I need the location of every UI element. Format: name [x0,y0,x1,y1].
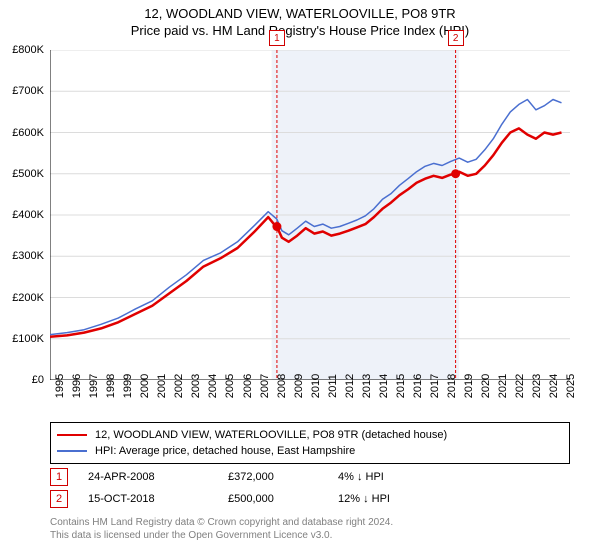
sale-price: £372,000 [228,471,338,483]
chart-area [50,50,570,380]
x-tick-label: 2014 [378,374,390,398]
footer: Contains HM Land Registry data © Crown c… [50,516,570,542]
x-tick-label: 2004 [207,374,219,398]
x-tick-label: 2018 [446,374,458,398]
legend-swatch [57,450,87,452]
y-tick-label: £300K [0,250,44,262]
legend-label: HPI: Average price, detached house, East… [95,445,355,457]
x-tick-label: 2025 [565,374,577,398]
legend-swatch [57,434,87,436]
x-tick-label: 2002 [173,374,185,398]
x-tick-label: 1999 [122,374,134,398]
title-line2: Price paid vs. HM Land Registry's House … [0,23,600,38]
x-tick-label: 2016 [412,374,424,398]
x-tick-label: 2022 [514,374,526,398]
legend-label: 12, WOODLAND VIEW, WATERLOOVILLE, PO8 9T… [95,429,447,441]
x-tick-label: 2005 [224,374,236,398]
x-tick-label: 2013 [361,374,373,398]
footer-line2: This data is licensed under the Open Gov… [50,529,570,542]
legend: 12, WOODLAND VIEW, WATERLOOVILLE, PO8 9T… [50,422,570,464]
y-tick-label: £100K [0,333,44,345]
footer-line1: Contains HM Land Registry data © Crown c… [50,516,570,529]
x-tick-label: 2015 [395,374,407,398]
x-tick-label: 2021 [497,374,509,398]
x-tick-label: 1996 [71,374,83,398]
x-tick-label: 2008 [276,374,288,398]
title-block: 12, WOODLAND VIEW, WATERLOOVILLE, PO8 9T… [0,0,600,38]
chart-container: 12, WOODLAND VIEW, WATERLOOVILLE, PO8 9T… [0,0,600,560]
sale-row: 2 15-OCT-2018£500,00012% ↓ HPI [50,488,570,510]
title-line1: 12, WOODLAND VIEW, WATERLOOVILLE, PO8 9T… [0,6,600,21]
x-tick-label: 2011 [327,374,339,398]
sale-rows: 1 24-APR-2008£372,0004% ↓ HPI 2 15-OCT-2018… [50,466,570,510]
legend-row: HPI: Average price, detached house, East… [57,443,563,459]
sale-badge: 1 [50,468,68,486]
y-tick-label: £400K [0,209,44,221]
y-tick-label: £500K [0,168,44,180]
x-tick-label: 2024 [548,374,560,398]
sale-date: 15-OCT-2018 [88,493,228,505]
chart-marker-badge: 2 [448,30,464,46]
y-tick-label: £600K [0,127,44,139]
x-tick-label: 2001 [156,374,168,398]
x-tick-label: 2012 [344,374,356,398]
x-tick-label: 2017 [429,374,441,398]
x-tick-label: 1998 [105,374,117,398]
x-tick-label: 2007 [259,374,271,398]
y-tick-label: £0 [0,374,44,386]
x-tick-label: 2010 [310,374,322,398]
x-tick-label: 2003 [190,374,202,398]
chart-svg [50,50,570,380]
chart-marker-badge: 1 [269,30,285,46]
x-tick-label: 2006 [242,374,254,398]
x-tick-label: 2009 [293,374,305,398]
sale-price: £500,000 [228,493,338,505]
x-tick-label: 2000 [139,374,151,398]
legend-row: 12, WOODLAND VIEW, WATERLOOVILLE, PO8 9T… [57,427,563,443]
x-tick-label: 1997 [88,374,100,398]
sale-row: 1 24-APR-2008£372,0004% ↓ HPI [50,466,570,488]
sale-delta: 4% ↓ HPI [338,471,448,483]
y-tick-label: £200K [0,292,44,304]
x-tick-label: 2023 [531,374,543,398]
y-tick-label: £700K [0,85,44,97]
x-tick-label: 1995 [54,374,66,398]
sale-date: 24-APR-2008 [88,471,228,483]
x-tick-label: 2020 [480,374,492,398]
sale-delta: 12% ↓ HPI [338,493,448,505]
x-tick-label: 2019 [463,374,475,398]
sale-badge: 2 [50,490,68,508]
y-tick-label: £800K [0,44,44,56]
